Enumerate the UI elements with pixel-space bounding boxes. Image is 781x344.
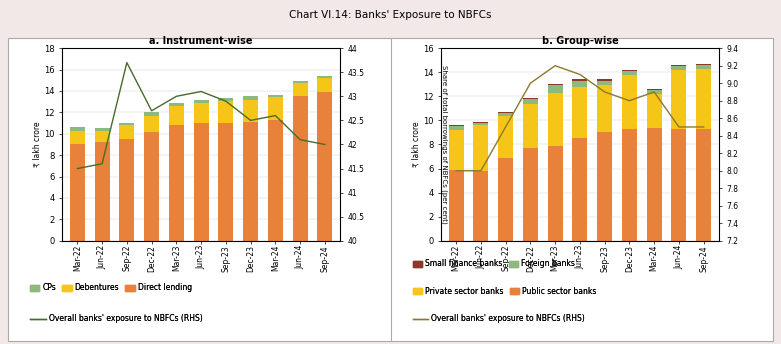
Bar	[70, 131, 85, 144]
Bar	[317, 76, 332, 78]
Bar	[523, 148, 538, 241]
Bar	[696, 64, 711, 65]
Bar	[597, 80, 612, 85]
Bar	[622, 129, 637, 241]
Bar	[473, 121, 488, 123]
Bar	[95, 128, 109, 131]
Bar	[317, 78, 332, 92]
Bar	[622, 75, 637, 129]
Bar	[647, 89, 662, 90]
Bar	[547, 93, 562, 146]
Bar	[194, 99, 209, 103]
Bar	[293, 84, 308, 96]
Bar	[243, 96, 258, 99]
Legend: Small finance banks, Foreign banks: Small finance banks, Foreign banks	[410, 256, 578, 271]
Legend: Overall banks' exposure to NBFCs (RHS): Overall banks' exposure to NBFCs (RHS)	[410, 311, 588, 326]
Bar	[194, 103, 209, 123]
Bar	[169, 106, 184, 125]
Y-axis label: ₹ lakh crore: ₹ lakh crore	[412, 122, 420, 167]
Bar	[696, 68, 711, 129]
Bar	[672, 65, 686, 66]
Bar	[169, 103, 184, 106]
Bar	[268, 95, 283, 97]
Bar	[119, 123, 134, 125]
Bar	[672, 70, 686, 129]
Bar	[317, 92, 332, 241]
Bar	[169, 125, 184, 241]
Bar	[70, 127, 85, 131]
Bar	[597, 85, 612, 132]
Bar	[647, 90, 662, 94]
Bar	[696, 65, 711, 68]
Bar	[672, 66, 686, 70]
Bar	[194, 123, 209, 241]
Title: a. Instrument-wise: a. Instrument-wise	[149, 36, 253, 46]
Bar	[572, 80, 587, 87]
Legend: CPs, Debentures, Direct lending: CPs, Debentures, Direct lending	[27, 280, 194, 295]
Legend: Private sector banks, Public sector banks: Private sector banks, Public sector bank…	[410, 284, 600, 299]
Bar	[243, 122, 258, 241]
Bar	[268, 97, 283, 120]
Bar	[449, 130, 464, 170]
Bar	[144, 132, 159, 241]
Bar	[622, 70, 637, 71]
Bar	[293, 96, 308, 241]
Bar	[119, 139, 134, 241]
Bar	[597, 79, 612, 80]
Title: b. Group-wise: b. Group-wise	[541, 36, 619, 46]
Bar	[473, 125, 488, 171]
Bar	[219, 100, 234, 123]
Bar	[547, 146, 562, 241]
Bar	[473, 123, 488, 125]
Bar	[293, 81, 308, 84]
Bar	[449, 125, 464, 126]
Bar	[547, 84, 562, 85]
Bar	[498, 116, 513, 158]
Bar	[498, 112, 513, 113]
Y-axis label: Share of total borrowings of NBFCs (per cent): Share of total borrowings of NBFCs (per …	[440, 65, 448, 224]
Bar	[473, 171, 488, 241]
Y-axis label: ₹ lakh crore: ₹ lakh crore	[33, 122, 41, 167]
Bar	[119, 125, 134, 139]
Bar	[144, 112, 159, 116]
Bar	[696, 129, 711, 241]
Bar	[647, 128, 662, 241]
Bar	[144, 116, 159, 132]
Bar	[268, 120, 283, 241]
Bar	[219, 98, 234, 100]
Bar	[523, 97, 538, 99]
Bar	[572, 138, 587, 241]
Bar	[572, 79, 587, 80]
Bar	[95, 142, 109, 241]
Bar	[498, 113, 513, 116]
Bar	[523, 99, 538, 104]
Bar	[672, 129, 686, 241]
Bar	[547, 85, 562, 93]
Bar	[449, 126, 464, 130]
Text: Chart VI.14: Banks' Exposure to NBFCs: Chart VI.14: Banks' Exposure to NBFCs	[289, 10, 492, 20]
Bar	[647, 94, 662, 128]
Bar	[95, 131, 109, 142]
Bar	[523, 104, 538, 148]
Bar	[622, 71, 637, 75]
Bar	[498, 158, 513, 241]
Bar	[243, 99, 258, 122]
Bar	[449, 170, 464, 241]
Bar	[572, 87, 587, 138]
Bar	[597, 132, 612, 241]
Bar	[70, 144, 85, 241]
Bar	[219, 123, 234, 241]
Legend: Overall banks' exposure to NBFCs (RHS): Overall banks' exposure to NBFCs (RHS)	[27, 311, 205, 326]
